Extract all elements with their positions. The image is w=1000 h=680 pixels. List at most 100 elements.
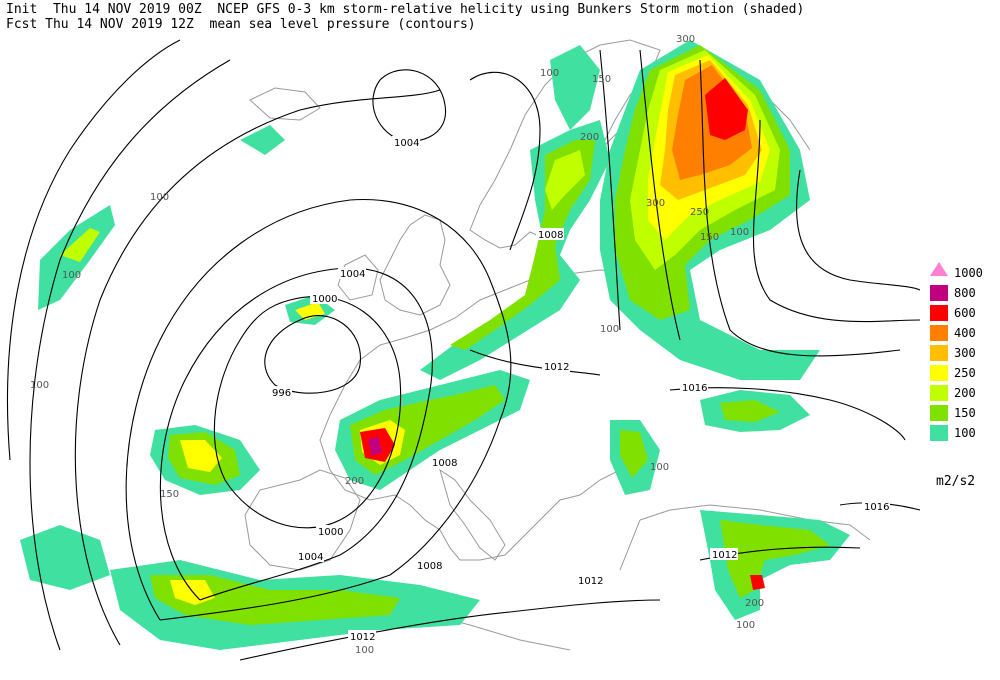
shade-norway-100	[550, 45, 600, 130]
legend-swatch	[930, 305, 948, 321]
shade-iceland-100	[240, 125, 285, 155]
isobar-east-lines-2	[639, 49, 681, 341]
legend-label: 600	[954, 306, 976, 320]
helicity-label: 300	[676, 34, 695, 45]
shade-russia-600	[705, 78, 748, 140]
helicity-label: 100	[62, 270, 81, 281]
legend-row: 150	[928, 402, 998, 422]
isobar-1000-west	[213, 296, 402, 529]
isobar-1016	[29, 59, 231, 651]
helicity-label: 200	[745, 598, 764, 609]
helicity-label: 100	[600, 324, 619, 335]
isobar-1004-north	[372, 69, 447, 142]
coast-ireland	[337, 254, 379, 301]
legend-swatch	[930, 385, 948, 401]
contour-label: 1004	[298, 552, 323, 563]
legend-swatch	[930, 325, 948, 341]
contour-label: 1012	[350, 632, 375, 643]
contour-label: 1004	[394, 138, 419, 149]
contour-labels: 1004 1004 1000 996 1000 1004 1008 1008 1…	[270, 136, 890, 643]
legend-swatch	[930, 365, 948, 381]
shade-med-150	[150, 575, 400, 625]
isobar-1008-east	[469, 71, 541, 251]
contour-label: 1008	[417, 561, 442, 572]
helicity-label: 150	[700, 232, 719, 243]
legend-row: 400	[928, 322, 998, 342]
helicity-shading	[20, 40, 850, 650]
contour-label: 1016	[682, 383, 707, 394]
legend-row: 100	[928, 422, 998, 442]
shade-baltic-200	[545, 150, 585, 210]
legend-triangle	[930, 262, 948, 276]
weather-map: 1004 1004 1000 996 1000 1004 1008 1008 1…	[6, 34, 920, 661]
contour-label: 1008	[538, 230, 563, 241]
legend-label: 200	[954, 386, 976, 400]
coast-iceland	[249, 87, 321, 121]
legend-swatch	[930, 425, 948, 441]
contour-label: 1012	[544, 362, 569, 373]
header-init-line: Init Thu 14 NOV 2019 00Z NCEP GFS 0-3 km…	[6, 2, 805, 17]
shade-biscay-250	[180, 440, 222, 472]
contour-label: 1000	[318, 527, 343, 538]
legend-swatch	[930, 285, 948, 301]
shade-ukraine-150	[720, 400, 780, 422]
isobar-1008	[125, 198, 512, 621]
contour-label: 1004	[340, 269, 365, 280]
isobar-east-lines-1	[599, 49, 621, 331]
shade-morocco-100	[20, 525, 110, 590]
contour-label: 1012	[578, 576, 603, 587]
helicity-label: 250	[690, 207, 709, 218]
contour-label: 1012	[712, 550, 737, 561]
isobar-1012-south	[239, 599, 661, 661]
legend-row: 600	[928, 302, 998, 322]
contour-label: 996	[272, 388, 291, 399]
shade-greece-150	[620, 430, 648, 478]
helicity-label: 300	[646, 198, 665, 209]
shade-alps-800	[368, 436, 382, 456]
legend-row: 1000	[928, 262, 998, 282]
isobar-1012	[74, 89, 441, 646]
legend-label: 800	[954, 286, 976, 300]
contour-label: 1008	[432, 458, 457, 469]
shade-atlantic-200	[60, 228, 100, 262]
header-fcst-line: Fcst Thu 14 NOV 2019 12Z mean sea level …	[6, 17, 476, 32]
legend-label: 100	[954, 426, 976, 440]
helicity-label: 150	[160, 489, 179, 500]
helicity-label: 100	[650, 462, 669, 473]
isobar-east-lines-3	[699, 59, 901, 357]
coast-italy	[439, 468, 506, 561]
helicity-label: 100	[30, 380, 49, 391]
legend-units: m2/s2	[936, 474, 976, 489]
shade-turkey-150	[720, 520, 830, 598]
coast-iberia	[244, 469, 361, 571]
helicity-label: 100	[540, 68, 559, 79]
legend-row: 800	[928, 282, 998, 302]
coast-scandinavia	[469, 39, 661, 249]
legend-row: 200	[928, 382, 998, 402]
legend-row: 250	[928, 362, 998, 382]
isobar-1020-west	[6, 39, 181, 461]
legend-swatch	[930, 345, 948, 361]
legend-label: 300	[954, 346, 976, 360]
helicity-label: 100	[355, 645, 374, 656]
isobar-1004	[159, 267, 433, 601]
legend-label: 250	[954, 366, 976, 380]
shade-turkey-600	[750, 575, 765, 590]
legend-row: 300	[928, 342, 998, 362]
helicity-label: 200	[345, 476, 364, 487]
legend-label: 1000	[954, 266, 983, 280]
legend-label: 150	[954, 406, 976, 420]
isobar-east-lines-4	[752, 119, 920, 323]
helicity-label: 100	[736, 620, 755, 631]
contour-label: 1000	[312, 294, 337, 305]
helicity-labels: 100 150 200 250 300 100 100 100 150 200 …	[30, 34, 764, 656]
legend: 1000 800 600 400 300 250 200 150 100	[928, 262, 998, 442]
legend-label: 400	[954, 326, 976, 340]
legend-swatch	[930, 405, 948, 421]
helicity-label: 100	[150, 192, 169, 203]
contour-label: 1016	[864, 502, 889, 513]
isobar-east-lines-5	[795, 169, 920, 291]
coast-turkey	[619, 504, 871, 571]
helicity-label: 200	[580, 132, 599, 143]
isobar-1016-east	[669, 387, 906, 441]
